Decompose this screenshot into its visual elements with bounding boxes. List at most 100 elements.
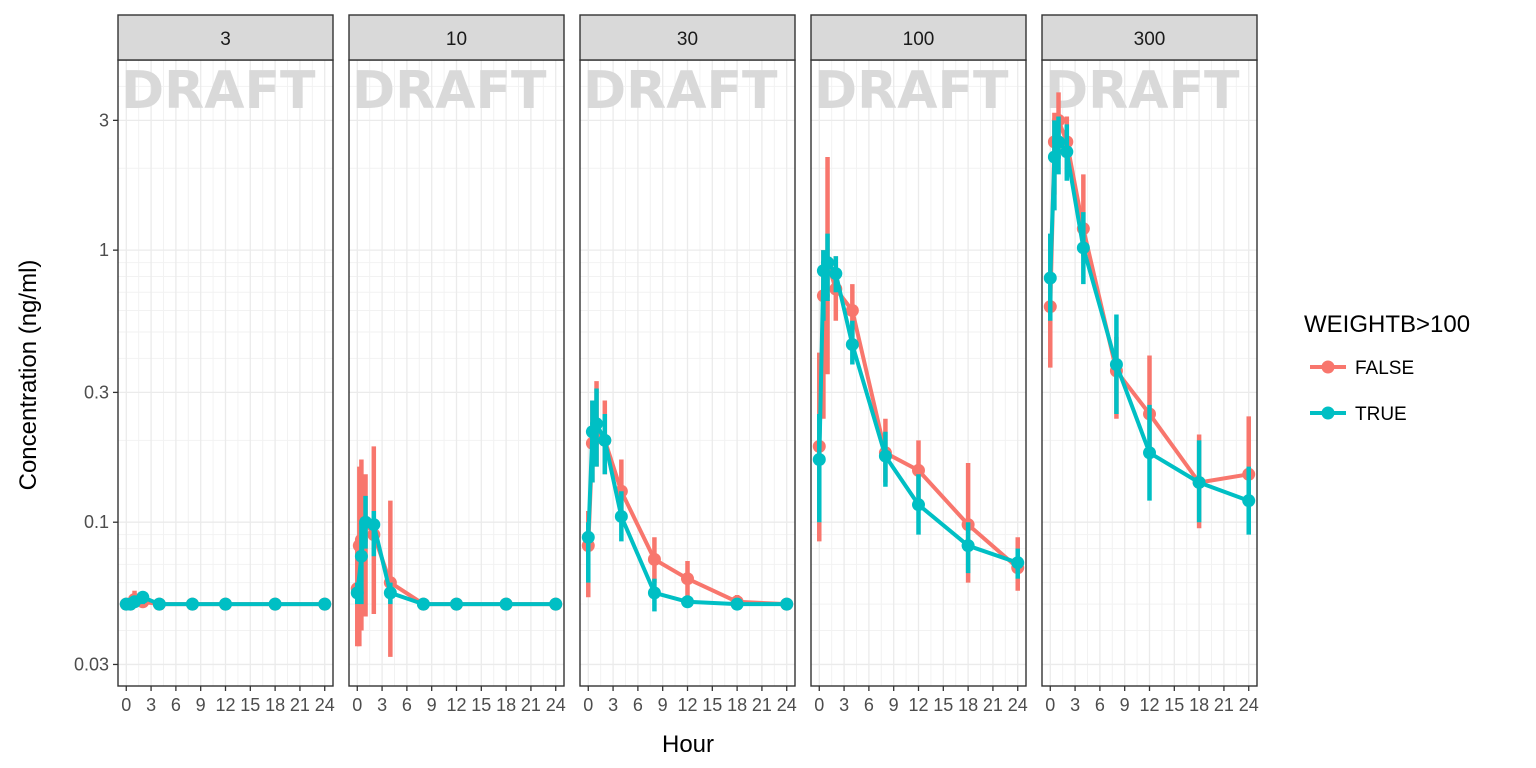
data-point [1052, 135, 1066, 149]
x-tick-label: 24 [315, 695, 335, 715]
data-point [821, 256, 835, 270]
data-point [1143, 446, 1156, 460]
x-tick-label: 24 [777, 695, 797, 715]
data-point [450, 597, 463, 611]
x-tick-label: 12 [677, 695, 697, 715]
x-tick-label: 6 [864, 695, 874, 715]
data-point [268, 597, 282, 611]
data-point [383, 586, 397, 600]
data-point [185, 597, 199, 611]
data-point [961, 539, 975, 553]
x-tick-label: 18 [958, 695, 978, 715]
facet-strip [579, 14, 796, 61]
facet-series-10 [350, 446, 563, 657]
x-tick-label: 3 [1070, 695, 1080, 715]
data-point [1047, 150, 1061, 164]
data-point [730, 597, 744, 611]
data-point [152, 597, 166, 611]
facet-strip [348, 14, 565, 61]
facet-series-3 [119, 590, 332, 611]
x-tick-label: 21 [1214, 695, 1234, 715]
x-tick-label: 15 [933, 695, 953, 715]
panel-grid [811, 60, 1026, 686]
x-tick-label: 12 [215, 695, 235, 715]
x-axis-3: 0 3 6 9 12 15 18 21 24 [121, 686, 335, 715]
x-axis-300: 0 3 6 9 12 15 18 21 24 [1045, 686, 1259, 715]
x-axis-30: 0 3 6 9 12 15 18 21 24 [583, 686, 797, 715]
y-tick-label: 1 [99, 240, 109, 260]
x-tick-label: 21 [752, 695, 772, 715]
x-tick-label: 21 [983, 695, 1003, 715]
data-point [136, 590, 150, 604]
data-point [1011, 556, 1025, 570]
x-tick-label: 18 [727, 695, 747, 715]
data-point [354, 549, 368, 563]
x-tick-label: 24 [1239, 695, 1259, 715]
watermark-text: DRAFT [1045, 61, 1240, 121]
x-tick-label: 12 [908, 695, 928, 715]
data-point [878, 449, 892, 463]
series-true [812, 233, 1025, 579]
data-point [812, 453, 826, 467]
legend-key-point-false [1321, 360, 1335, 374]
y-axis: 0.03 0.1 0.3 1 3 [74, 110, 118, 674]
legend-label-true: TRUE [1355, 404, 1407, 425]
series-true [581, 388, 794, 612]
x-tick-label: 0 [583, 695, 593, 715]
facet-strip-label: 100 [903, 29, 935, 50]
data-point [845, 338, 859, 352]
x-tick-label: 9 [196, 695, 206, 715]
x-tick-label: 3 [839, 695, 849, 715]
y-tick-label: 0.03 [74, 654, 109, 674]
facet-series-100 [812, 156, 1025, 591]
data-point [1192, 475, 1206, 489]
facet-strip-label: 10 [446, 29, 467, 50]
x-tick-label: 3 [608, 695, 618, 715]
x-tick-label: 3 [146, 695, 156, 715]
facet-strip-label: 300 [1134, 29, 1166, 50]
x-tick-label: 21 [290, 695, 310, 715]
data-point [416, 597, 430, 611]
x-tick-label: 0 [814, 695, 824, 715]
facet-strip [117, 14, 334, 61]
y-axis-title: Concentration (ng/ml) [15, 260, 42, 491]
data-point [499, 597, 513, 611]
x-tick-label: 9 [658, 695, 668, 715]
panel-grid [580, 60, 795, 686]
x-tick-label: 6 [402, 695, 412, 715]
data-point [780, 597, 794, 611]
x-tick-label: 18 [496, 695, 516, 715]
data-point [845, 304, 859, 318]
watermark-text: DRAFT [121, 61, 316, 121]
y-tick-label: 3 [99, 110, 109, 130]
x-tick-label: 12 [446, 695, 466, 715]
data-point [912, 463, 925, 477]
data-point [1060, 145, 1074, 159]
series-true [119, 590, 332, 611]
x-tick-label: 6 [171, 695, 181, 715]
x-tick-label: 0 [352, 695, 362, 715]
x-tick-label: 9 [427, 695, 437, 715]
data-point [681, 572, 694, 586]
legend-entry-false: FALSE [1310, 358, 1414, 379]
facet-panel-300: DRAFT 300 0 3 6 9 12 15 18 21 24 [1041, 14, 1259, 715]
data-point [581, 530, 595, 544]
facet-strip-label: 3 [220, 29, 231, 50]
x-tick-label: 24 [546, 695, 566, 715]
watermark-text: DRAFT [352, 61, 547, 121]
data-point [590, 417, 604, 431]
facet-panel-30: DRAFT 30 0 3 6 9 12 15 18 21 24 [579, 14, 797, 715]
x-tick-label: 18 [265, 695, 285, 715]
x-tick-label: 18 [1189, 695, 1209, 715]
data-point [350, 586, 364, 600]
x-axis-10: 0 3 6 9 12 15 18 21 24 [352, 686, 566, 715]
watermark-text: DRAFT [583, 61, 778, 121]
x-tick-label: 21 [521, 695, 541, 715]
x-tick-label: 9 [1120, 695, 1130, 715]
x-tick-label: 0 [1045, 695, 1055, 715]
facet-panel-10: DRAFT 10 0 3 6 9 12 15 18 21 24 [348, 14, 566, 715]
facet-series-30 [581, 381, 794, 612]
x-axis-100: 0 3 6 9 12 15 18 21 24 [814, 686, 1028, 715]
